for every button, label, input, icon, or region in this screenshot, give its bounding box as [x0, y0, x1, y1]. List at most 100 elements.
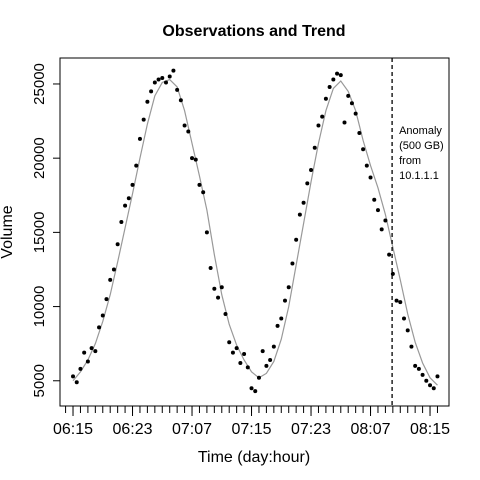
point: [335, 71, 340, 76]
point: [424, 378, 429, 383]
point: [353, 111, 358, 116]
point: [398, 300, 403, 305]
point: [375, 208, 380, 213]
annotation-text: (500 GB): [399, 140, 444, 152]
point: [256, 375, 261, 380]
point: [301, 200, 306, 205]
point: [428, 383, 433, 388]
x-axis-label: Time (day:hour): [198, 449, 310, 466]
point: [111, 267, 116, 272]
point: [405, 328, 410, 333]
point: [171, 68, 176, 73]
point: [275, 323, 280, 328]
x-tick-label: 08:07: [351, 421, 391, 438]
point: [100, 313, 105, 318]
point: [364, 163, 369, 168]
point: [167, 74, 172, 79]
point: [238, 360, 243, 365]
point: [409, 344, 414, 349]
point: [379, 227, 384, 232]
point: [331, 77, 336, 82]
point: [141, 117, 146, 122]
point: [115, 242, 120, 247]
point: [361, 147, 366, 152]
point: [130, 182, 135, 187]
point: [264, 363, 269, 368]
point: [383, 218, 388, 223]
point: [175, 87, 180, 92]
point: [137, 136, 142, 141]
point: [160, 76, 165, 81]
point: [119, 219, 124, 224]
point: [290, 261, 295, 266]
point: [223, 311, 228, 316]
point: [294, 237, 299, 242]
point: [357, 130, 362, 135]
point: [260, 349, 265, 354]
point: [279, 316, 284, 321]
point: [216, 295, 221, 300]
point: [208, 265, 213, 270]
point: [286, 285, 291, 290]
y-tick-label: 20000: [31, 137, 48, 179]
point: [134, 163, 139, 168]
point: [420, 372, 425, 377]
point: [282, 298, 287, 303]
point: [71, 374, 76, 379]
point: [253, 389, 258, 394]
y-tick-label: 5000: [31, 364, 48, 397]
x-tick-label: 07:07: [172, 421, 212, 438]
annotation-text: 10.1.1.1: [399, 170, 439, 182]
point: [201, 190, 206, 195]
point: [219, 285, 224, 290]
point: [416, 366, 421, 371]
point: [309, 168, 314, 173]
point: [227, 340, 232, 345]
point: [156, 77, 161, 82]
point: [234, 346, 239, 351]
point: [316, 123, 321, 128]
point: [346, 93, 351, 98]
x-tick-label: 07:15: [232, 421, 272, 438]
point: [387, 252, 392, 257]
y-tick-label: 25000: [31, 63, 48, 105]
point: [245, 365, 250, 370]
point: [212, 286, 217, 291]
y-tick-label: 15000: [31, 212, 48, 254]
point: [193, 157, 198, 162]
point: [268, 357, 273, 362]
point: [312, 145, 317, 150]
point: [190, 156, 195, 161]
chart-title: Observations and Trend: [162, 23, 345, 40]
point: [390, 271, 395, 276]
point: [78, 366, 83, 371]
point: [297, 212, 302, 217]
x-tick-label: 06:23: [112, 421, 152, 438]
trend-line: [72, 78, 438, 386]
point: [394, 298, 399, 303]
y-tick-label: 10000: [31, 286, 48, 328]
point: [271, 344, 276, 349]
point: [349, 101, 354, 106]
annotation-text: from: [399, 155, 421, 167]
x-tick-label: 06:15: [53, 421, 93, 438]
point: [242, 352, 247, 357]
point: [230, 350, 235, 355]
x-tick-label: 08:15: [410, 421, 450, 438]
point: [186, 129, 191, 134]
point: [402, 316, 407, 321]
point: [93, 349, 98, 354]
point: [108, 277, 113, 282]
point: [82, 350, 87, 355]
point: [149, 89, 154, 94]
x-tick-label: 07:23: [291, 421, 331, 438]
point: [413, 363, 418, 368]
point: [372, 197, 377, 202]
point: [305, 181, 310, 186]
point: [338, 73, 343, 78]
point: [197, 182, 202, 187]
point: [123, 203, 128, 208]
point: [145, 99, 150, 104]
point: [249, 386, 254, 391]
point: [204, 230, 209, 235]
